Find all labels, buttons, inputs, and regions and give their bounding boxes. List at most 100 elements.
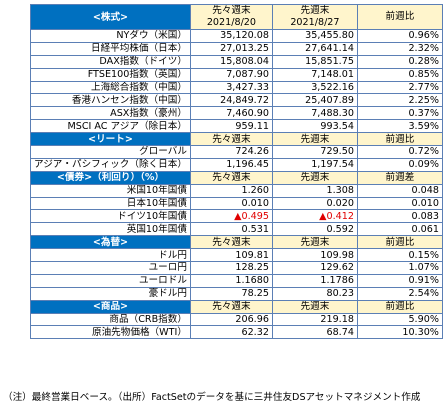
value-change: 3.59% <box>356 119 443 134</box>
row-label: 香港ハンセン指数（中国） <box>30 93 191 108</box>
value-prev2: 3,427.33 <box>189 80 273 95</box>
value-prev: 25,407.89 <box>271 93 358 108</box>
value-prev: 68.74 <box>271 325 358 340</box>
value-prev2: 1,196.45 <box>189 157 273 172</box>
table-row: 原油先物価格（WTI） 62.32 68.74 10.30% <box>30 325 443 340</box>
row-label: グローバル <box>30 145 191 159</box>
value-change: 0.96% <box>356 29 443 43</box>
value-prev: 1.1786 <box>271 273 358 288</box>
value-prev2: 0.531 <box>189 222 273 237</box>
value-change: 0.083 <box>356 209 443 224</box>
column-header: 前週比 <box>356 235 443 250</box>
column-header: 先週末 <box>271 235 358 250</box>
value-prev: 993.54 <box>271 119 358 134</box>
value-change: 0.048 <box>356 183 443 198</box>
value-prev2: 1.1680 <box>189 273 273 288</box>
value-prev: 27,641.14 <box>271 41 358 56</box>
row-label: ドイツ10年国債 <box>30 209 191 224</box>
table-row: MSCI AC アジア（除日本） 959.11 993.54 3.59% <box>30 119 443 134</box>
value-prev: 1,197.54 <box>271 157 358 172</box>
row-label: ユーロ円 <box>30 261 191 275</box>
row-label: ASX指数（豪州） <box>30 106 191 121</box>
value-prev2: 27,013.25 <box>189 41 273 56</box>
value-change: 2.77% <box>356 80 443 95</box>
market-table-body: <株式> 先々週末 2021/8/20 先週末 2021/8/27 前週比 NYダウ（米… <box>30 4 443 340</box>
column-header: 先週末 <box>271 299 358 314</box>
value-change: 0.91% <box>356 273 443 288</box>
value-prev: 0.592 <box>271 222 358 237</box>
section-header-row: <為替> 先々週末 先週末 前週比 <box>30 235 443 250</box>
column-header: 先々週末 <box>189 132 273 147</box>
value-prev2: 959.11 <box>189 119 273 134</box>
value-change: 5.90% <box>356 312 443 327</box>
table-row: 豪ドル円 78.25 80.23 2.54% <box>30 286 443 301</box>
table-row: DAX指数（ドイツ） 15,808.04 15,851.75 0.28% <box>30 54 443 69</box>
column-header: 先々週末 2021/8/20 <box>189 4 273 30</box>
section-title: <債券>（利回り）（%） <box>30 170 191 185</box>
value-change: 0.72% <box>356 145 443 159</box>
table-row: ユーロ円 128.25 129.62 1.07% <box>30 261 443 275</box>
value-prev2: 7,087.90 <box>189 67 273 82</box>
value-prev: 35,455.80 <box>271 29 358 43</box>
value-prev2: 7,460.90 <box>189 106 273 121</box>
table-row: ASX指数（豪州） 7,460.90 7,488.30 0.37% <box>30 106 443 121</box>
value-prev2: 24,849.72 <box>189 93 273 108</box>
value-prev: 15,851.75 <box>271 54 358 69</box>
table-row: グローバル 724.26 729.50 0.72% <box>30 145 443 159</box>
value-change: 0.09% <box>356 157 443 172</box>
row-label: 米国10年国債 <box>30 183 191 198</box>
value-change: 0.010 <box>356 196 443 211</box>
value-prev: 109.98 <box>271 248 358 263</box>
table-row: 上海総合指数（中国） 3,427.33 3,522.16 2.77% <box>30 80 443 95</box>
row-label: MSCI AC アジア（除日本） <box>30 119 191 134</box>
table-row: 米国10年国債 1.260 1.308 0.048 <box>30 183 443 198</box>
market-table-container: <株式> 先々週末 2021/8/20 先週末 2021/8/27 前週比 NYダウ（米… <box>30 4 443 340</box>
row-label: ユーロドル <box>30 273 191 288</box>
table-row: 商品（CRB指数） 206.96 219.18 5.90% <box>30 312 443 327</box>
table-row: 日経平均株価（日本） 27,013.25 27,641.14 2.32% <box>30 41 443 56</box>
value-prev2: 724.26 <box>189 145 273 159</box>
row-label: 豪ドル円 <box>30 286 191 301</box>
row-label: ドル円 <box>30 248 191 263</box>
value-prev2: 0.010 <box>189 196 273 211</box>
table-row: 英国10年国債 0.531 0.592 0.061 <box>30 222 443 237</box>
value-change: 0.85% <box>356 67 443 82</box>
value-prev: 1.308 <box>271 183 358 198</box>
row-label: 商品（CRB指数） <box>30 312 191 327</box>
column-header: 先々週末 <box>189 299 273 314</box>
value-prev2: 206.96 <box>189 312 273 327</box>
section-title: <株式> <box>30 4 191 30</box>
column-header: 先週末 <box>271 170 358 185</box>
value-change: 10.30% <box>356 325 443 340</box>
row-label: FTSE100指数（英国） <box>30 67 191 82</box>
source-note: （注）最終営業日ベース。（出所）FactSetのデータを基に三井住友DSアセット… <box>3 392 421 403</box>
row-label: DAX指数（ドイツ） <box>30 54 191 69</box>
value-change: 2.32% <box>356 41 443 56</box>
value-change: 0.061 <box>356 222 443 237</box>
value-prev2: 109.81 <box>189 248 273 263</box>
section-title: <商品> <box>30 299 191 314</box>
value-prev2: 15,808.04 <box>189 54 273 69</box>
row-label: アジア・パシフィック（除く日本） <box>30 157 191 172</box>
section-title: <リート> <box>30 132 191 147</box>
row-label: 日経平均株価（日本） <box>30 41 191 56</box>
table-row: アジア・パシフィック（除く日本） 1,196.45 1,197.54 0.09% <box>30 157 443 172</box>
value-prev: 7,148.01 <box>271 67 358 82</box>
section-title: <為替> <box>30 235 191 250</box>
value-prev: 129.62 <box>271 261 358 275</box>
section-header-row: <商品> 先々週末 先週末 前週比 <box>30 299 443 314</box>
value-prev: 729.50 <box>271 145 358 159</box>
value-change: 0.37% <box>356 106 443 121</box>
value-prev2: 62.32 <box>189 325 273 340</box>
value-change: 2.54% <box>356 286 443 301</box>
row-label: 上海総合指数（中国） <box>30 80 191 95</box>
column-header: 先週末 2021/8/27 <box>271 4 358 30</box>
table-row: ドル円 109.81 109.98 0.15% <box>30 248 443 263</box>
value-prev2: 78.25 <box>189 286 273 301</box>
value-prev2: ▲0.495 <box>189 209 273 224</box>
value-prev2: 35,120.08 <box>189 29 273 43</box>
table-row: 日本10年国債 0.010 0.020 0.010 <box>30 196 443 211</box>
value-prev: 80.23 <box>271 286 358 301</box>
value-change: 1.07% <box>356 261 443 275</box>
value-prev: 219.18 <box>271 312 358 327</box>
